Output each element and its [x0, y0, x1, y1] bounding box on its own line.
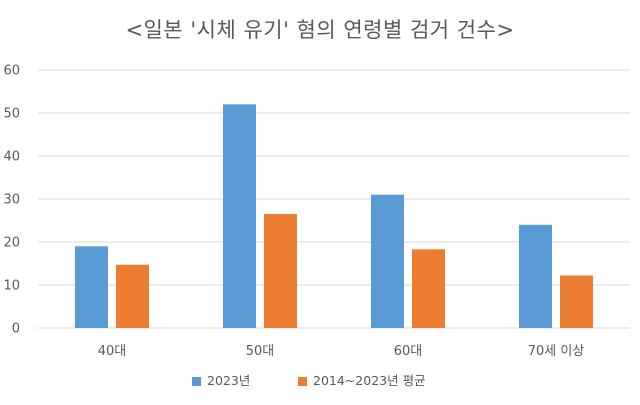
- bar-series2: [412, 249, 445, 328]
- legend-label: 2023년: [207, 373, 250, 388]
- bar-series2: [560, 275, 593, 328]
- y-tick-label: 20: [3, 236, 20, 251]
- x-category-label: 60대: [394, 344, 423, 359]
- legend-label: 2014~2023년 평균: [313, 373, 426, 388]
- bar-series1: [519, 224, 552, 328]
- chart-title: <일본 '시체 유기' 혐의 연령별 검거 건수>: [125, 18, 515, 42]
- y-tick-label: 40: [3, 150, 20, 165]
- y-tick-label: 30: [3, 193, 20, 208]
- bar-series2: [116, 264, 149, 328]
- x-category-label: 50대: [246, 344, 275, 359]
- y-tick-label: 0: [12, 322, 20, 337]
- y-tick-label: 50: [3, 107, 20, 122]
- bar-series1: [371, 194, 404, 328]
- y-tick-label: 60: [3, 64, 20, 79]
- bar-series1: [75, 246, 108, 328]
- x-category-label: 70세 이상: [528, 344, 585, 359]
- legend-swatch: [298, 377, 307, 386]
- x-category-label: 40대: [98, 344, 127, 359]
- y-tick-label: 10: [3, 279, 20, 294]
- bar-series1: [223, 104, 256, 329]
- bar-series2: [264, 214, 297, 328]
- legend-swatch: [192, 377, 201, 386]
